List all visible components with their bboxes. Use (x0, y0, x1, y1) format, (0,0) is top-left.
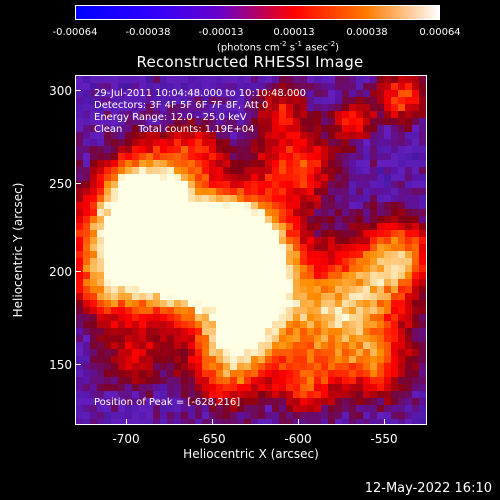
colorbar-tick: -0.00064 (52, 27, 98, 38)
detectors-text: Detectors: 3F 4F 5F 6F 7F 8F, Att 0 (94, 100, 269, 111)
y-tick-label: 150 (49, 358, 72, 372)
x-tick-label: -550 (370, 432, 398, 446)
rhessi-image-plot (75, 75, 427, 425)
y-tick-label: 200 (49, 265, 72, 279)
time-range-text: 29-Jul-2011 10:04:48.000 to 10:10:48.000 (94, 88, 306, 99)
footer-date: 12-May-2022 16:10 (364, 481, 492, 496)
rhessi-heatmap (76, 76, 426, 424)
x-tick-label: -650 (198, 432, 226, 446)
colorbar-tick: 0.00013 (273, 27, 315, 38)
colorbar-units: (photons cm-2 s-1 asec-2) (216, 40, 340, 54)
clean-counts-text: Clean Total counts: 1.19E+04 (94, 124, 255, 135)
y-tick-label: 300 (49, 84, 72, 98)
x-tick-label: -600 (284, 432, 312, 446)
colorbar (75, 5, 440, 20)
y-tick-label: 250 (49, 177, 72, 191)
x-tick-label: -700 (112, 432, 140, 446)
colorbar-tick: 0.00038 (346, 27, 388, 38)
y-axis-label: Heliocentric Y (arcsec) (11, 182, 25, 318)
x-axis-label: Heliocentric X (arcsec) (183, 447, 319, 461)
colorbar-gradient (75, 5, 440, 20)
energy-range-text: Energy Range: 12.0 - 25.0 keV (94, 112, 247, 123)
colorbar-tick: -0.00013 (198, 27, 244, 38)
colorbar-tick: -0.00038 (125, 27, 171, 38)
colorbar-tick: 0.00064 (419, 27, 461, 38)
peak-position-text: Position of Peak = [-628,216] (94, 397, 241, 408)
image-title: Reconstructed RHESSI Image (136, 53, 364, 71)
